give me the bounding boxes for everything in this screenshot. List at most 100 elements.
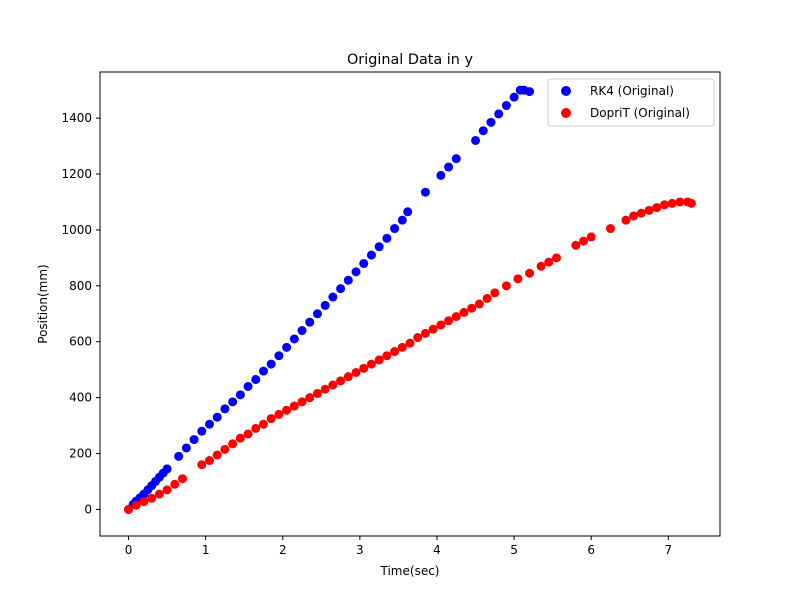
- data-point: [374, 355, 384, 365]
- data-point: [297, 397, 307, 407]
- data-point: [297, 326, 307, 336]
- data-point: [243, 381, 253, 391]
- data-point: [552, 253, 562, 263]
- data-point: [390, 347, 400, 357]
- data-point: [420, 187, 430, 197]
- data-point: [139, 497, 149, 507]
- data-point: [282, 342, 292, 352]
- data-point: [509, 92, 519, 102]
- data-point: [212, 412, 222, 422]
- data-point: [359, 363, 369, 373]
- y-tick-label: 0: [84, 502, 92, 516]
- data-point: [675, 197, 685, 207]
- data-point: [451, 312, 461, 322]
- data-point: [274, 351, 284, 361]
- data-point: [397, 342, 407, 352]
- data-point: [178, 474, 188, 484]
- data-point: [501, 101, 511, 111]
- data-point: [343, 372, 353, 382]
- y-tick-label: 400: [69, 391, 92, 405]
- y-tick-label: 1000: [61, 223, 92, 237]
- data-point: [366, 250, 376, 260]
- data-point: [444, 316, 454, 326]
- data-point: [571, 240, 581, 250]
- data-point: [486, 117, 496, 127]
- x-tick-label: 3: [356, 543, 364, 557]
- data-point: [513, 274, 523, 284]
- data-point: [124, 504, 134, 514]
- x-tick-label: 6: [587, 543, 595, 557]
- data-point: [228, 397, 238, 407]
- data-point: [667, 198, 677, 208]
- data-point: [382, 233, 392, 243]
- data-point: [351, 267, 361, 277]
- data-point: [366, 359, 376, 369]
- data-point: [212, 450, 222, 460]
- data-point: [174, 451, 184, 461]
- data-point: [390, 224, 400, 234]
- data-point: [289, 334, 299, 344]
- data-point: [428, 324, 438, 334]
- data-point: [494, 109, 504, 119]
- data-point: [397, 215, 407, 225]
- data-point: [413, 333, 423, 343]
- legend-marker-dopri: [561, 108, 571, 118]
- x-tick-label: 7: [665, 543, 673, 557]
- points-layer: [124, 85, 696, 514]
- data-point: [170, 479, 180, 489]
- data-point: [336, 376, 346, 386]
- data-point: [235, 390, 245, 400]
- data-point: [243, 429, 253, 439]
- data-point: [197, 426, 207, 436]
- data-point: [459, 307, 469, 317]
- data-point: [471, 135, 481, 145]
- x-tick-label: 2: [279, 543, 287, 557]
- x-tick-label: 1: [202, 543, 210, 557]
- data-point: [382, 351, 392, 361]
- data-point: [374, 242, 384, 252]
- data-point: [320, 384, 330, 394]
- series-rk4: [124, 85, 535, 514]
- y-tick-label: 1400: [61, 111, 92, 125]
- x-tick-label: 4: [433, 543, 441, 557]
- data-point: [220, 444, 230, 454]
- data-point: [328, 380, 338, 390]
- data-point: [181, 443, 191, 453]
- plot-frame: [99, 71, 721, 537]
- y-tick-label: 800: [69, 279, 92, 293]
- data-point: [258, 419, 268, 429]
- data-point: [621, 215, 631, 225]
- data-point: [403, 207, 413, 217]
- data-point: [235, 433, 245, 443]
- data-point: [205, 419, 215, 429]
- data-point: [251, 374, 261, 384]
- data-point: [189, 435, 199, 445]
- data-point: [289, 401, 299, 411]
- data-point: [536, 261, 546, 271]
- data-point: [274, 409, 284, 419]
- data-point: [336, 284, 346, 294]
- data-point: [251, 423, 261, 433]
- y-tick-label: 600: [69, 335, 92, 349]
- legend-box: [547, 78, 715, 127]
- data-point: [525, 87, 535, 97]
- data-point: [629, 211, 639, 221]
- data-point: [444, 162, 454, 172]
- data-point: [579, 236, 589, 246]
- legend: RK4 (Original) DopriT (Original): [547, 78, 715, 127]
- y-tick-label: 200: [69, 447, 92, 461]
- data-point: [652, 203, 662, 213]
- data-point: [644, 205, 654, 215]
- legend-label-rk4: RK4 (Original): [590, 84, 674, 98]
- data-point: [482, 293, 492, 303]
- data-point: [525, 268, 535, 278]
- data-point: [544, 257, 554, 267]
- data-point: [474, 299, 484, 309]
- data-point: [154, 489, 164, 499]
- legend-label-dopri: DopriT (Original): [590, 106, 690, 120]
- series-dopri: [124, 197, 696, 514]
- data-point: [131, 500, 141, 510]
- x-tick-label: 5: [510, 543, 518, 557]
- plot-area: [100, 72, 720, 536]
